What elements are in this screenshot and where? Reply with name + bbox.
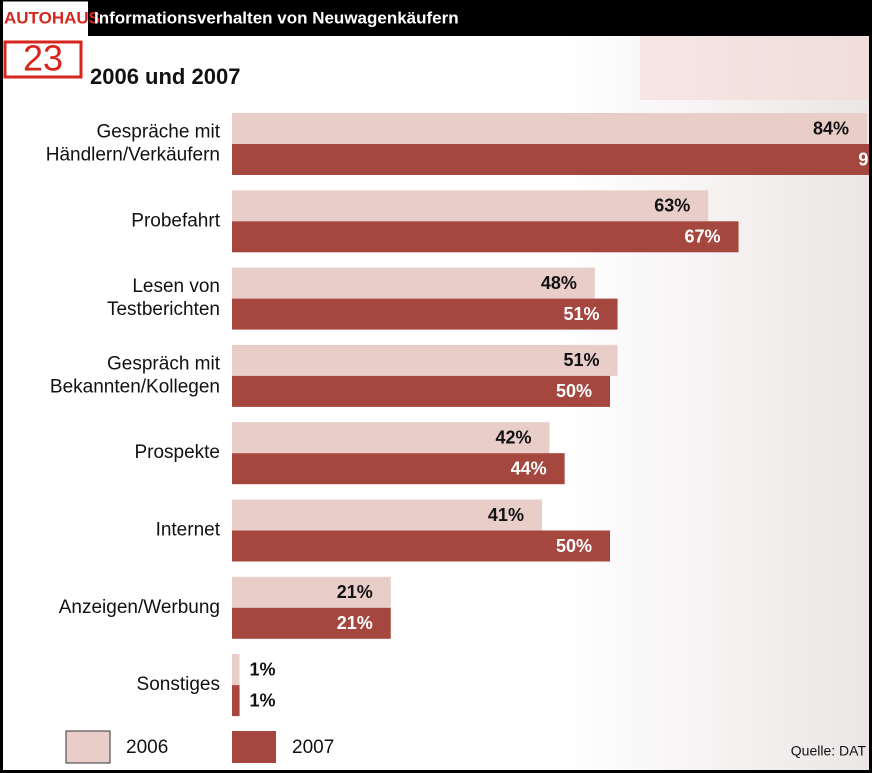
bar [232, 654, 240, 686]
category-label: Lesen von Testberichten [107, 276, 220, 320]
value-label: 67% [684, 227, 720, 247]
bar [232, 190, 709, 222]
value-label: 21% [337, 613, 373, 633]
category-label: Gespräch mit Bekannten/Kollegen [50, 354, 221, 398]
legend-label: 2007 [292, 737, 334, 758]
value-label: 51% [564, 350, 600, 370]
chart-title: Informationsverhalten von Neuwagenkäufer… [94, 8, 459, 27]
bar [232, 344, 618, 376]
value-label: 1% [250, 690, 276, 710]
value-label: 48% [541, 273, 577, 293]
category-label: Probefahrt [131, 210, 220, 231]
legend-swatch [65, 730, 111, 764]
value-label: 42% [495, 427, 531, 447]
value-label: 63% [654, 196, 690, 216]
value-label: 51% [564, 304, 600, 324]
bar [232, 422, 550, 454]
bar [232, 144, 872, 175]
category-label: Gespräche mit Händlern/Verkäufern [46, 122, 221, 166]
value-label: 41% [488, 505, 524, 525]
bar [232, 530, 610, 562]
value-label: 50% [556, 536, 592, 556]
chart-subtitle: 2006 und 2007 [90, 64, 240, 89]
category-label: Anzeigen/Werbung [59, 597, 220, 618]
bar [232, 607, 391, 639]
legend-label: 2006 [126, 737, 168, 758]
bar [232, 453, 565, 485]
bar [232, 375, 610, 407]
bar [232, 113, 868, 144]
category-label: Prospekte [134, 442, 220, 463]
header-bar [88, 0, 872, 36]
bar [232, 221, 739, 253]
bar [232, 499, 542, 531]
legend-swatch [232, 731, 276, 763]
bar [232, 298, 618, 330]
bar [232, 685, 240, 717]
bar [232, 576, 391, 608]
brand: AUTOHAUS [4, 8, 100, 27]
value-label: 1% [250, 659, 276, 679]
issue: 23 [23, 38, 63, 79]
issue-box [3, 40, 83, 79]
source: Quelle: DAT [791, 743, 867, 759]
category-label: Sonstiges [137, 674, 220, 695]
value-label: 84% [813, 118, 849, 138]
value-label: 21% [337, 582, 373, 602]
bar [232, 267, 595, 299]
category-label: Internet [156, 520, 221, 541]
value-label: 50% [556, 381, 592, 401]
value-label: 44% [511, 458, 547, 478]
value-label: 90% [858, 149, 872, 169]
